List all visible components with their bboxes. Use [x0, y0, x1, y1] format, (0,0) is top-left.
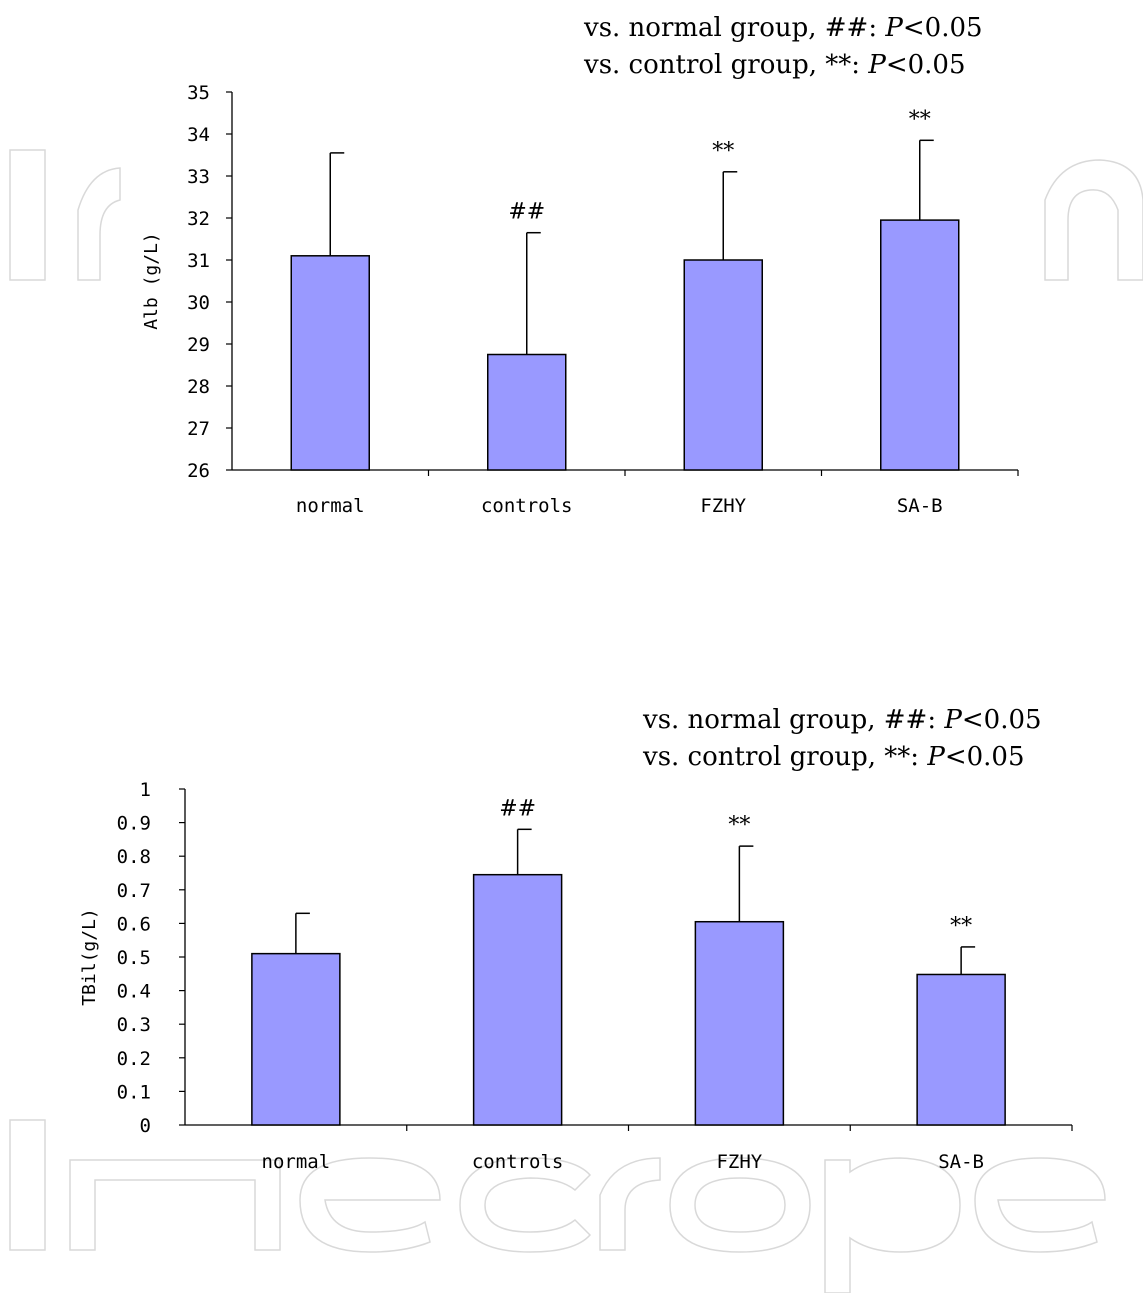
tbil-legend-line-1: vs. control group, **: P<0.05 — [642, 742, 1025, 772]
tbil-y-axis-label: TBil(g/L) — [79, 908, 100, 1006]
alb-significance-mark-controls: ## — [508, 200, 545, 225]
tbil-y-tick-label: 0.9 — [117, 813, 151, 835]
alb-y-tick-label: 29 — [187, 334, 210, 356]
alb-y-tick-label: 33 — [187, 166, 210, 188]
tbil-bar-controls — [472, 873, 563, 1126]
tbil-category-label-fzhy: FZHY — [716, 1151, 762, 1173]
tbil-category-label-controls: controls — [472, 1151, 564, 1173]
alb-significance-mark-fzhy: ** — [712, 139, 734, 164]
alb-y-tick-label: 35 — [187, 82, 210, 104]
alb-category-label-fzhy: FZHY — [700, 495, 746, 517]
tbil-significance-mark-controls: ## — [499, 796, 536, 821]
tbil-bar-normal — [251, 952, 341, 1126]
tbil-y-tick-label: 0.2 — [117, 1048, 151, 1070]
tbil-significance-mark-fzhy: ** — [728, 813, 750, 838]
alb-bar-controls — [487, 353, 567, 471]
tbil-bar-fzhy — [694, 920, 785, 1126]
alb-plot-area: 26 27 28 29 30 31 32 33 34 35 normal ## controls ** FZ… — [187, 82, 1019, 517]
tbil-chart: vs. normal group, ##: P<0.05 vs. control … — [79, 705, 1073, 1173]
alb-y-tick-label: 26 — [187, 460, 210, 482]
alb-y-tick-label: 32 — [187, 208, 210, 230]
alb-legend-line-1: vs. control group, **: P<0.05 — [583, 50, 966, 80]
alb-chart: vs. normal group, ##: P<0.05 vs. control … — [141, 13, 1019, 517]
tbil-y-tick-label: 0.5 — [117, 947, 151, 969]
alb-category-label-sa-b: SA-B — [897, 495, 943, 517]
alb-category-label-normal: normal — [296, 495, 365, 517]
alb-bar-normal — [290, 255, 370, 471]
alb-y-tick-label: 28 — [187, 376, 210, 398]
alb-category-label-controls: controls — [481, 495, 573, 517]
alb-y-axis-label: Alb (g/L) — [141, 232, 162, 330]
tbil-y-tick-label: 0.4 — [117, 981, 151, 1003]
tbil-category-label-normal: normal — [262, 1151, 331, 1173]
tbil-y-tick-label: 0.6 — [117, 913, 151, 935]
tbil-legend-line-0: vs. normal group, ##: P<0.05 — [642, 705, 1042, 735]
tbil-y-tick-label: 0.8 — [117, 846, 151, 868]
tbil-significance-mark-sa-b: ** — [950, 914, 972, 939]
alb-significance-legend: vs. normal group, ##: P<0.05 vs. control … — [583, 13, 983, 80]
alb-y-tick-label: 27 — [187, 418, 210, 440]
watermark-logo — [9, 149, 1143, 1293]
tbil-y-tick-label: 0.7 — [117, 880, 151, 902]
alb-y-tick-label: 34 — [187, 124, 210, 146]
alb-significance-mark-sa-b: ** — [909, 107, 931, 132]
tbil-plot-area: 0 0.1 0.2 0.3 0.4 0.5 0.6 0.7 0.8 0.9 1 normal ## con… — [117, 779, 1073, 1173]
alb-bar-fzhy — [683, 259, 763, 471]
alb-bar-sa-b — [880, 219, 960, 471]
alb-y-tick-label: 30 — [187, 292, 210, 314]
alb-legend-line-0: vs. normal group, ##: P<0.05 — [583, 13, 983, 43]
tbil-y-tick-label: 0.3 — [117, 1014, 151, 1036]
tbil-bar-sa-b — [916, 973, 1006, 1126]
tbil-y-tick-label: 1 — [140, 779, 151, 801]
tbil-category-label-sa-b: SA-B — [938, 1151, 984, 1173]
tbil-y-tick-label: 0.1 — [117, 1081, 151, 1103]
tbil-y-tick-label: 0 — [140, 1115, 151, 1137]
alb-y-tick-label: 31 — [187, 250, 210, 272]
tbil-significance-legend: vs. normal group, ##: P<0.05 vs. control … — [642, 705, 1042, 772]
